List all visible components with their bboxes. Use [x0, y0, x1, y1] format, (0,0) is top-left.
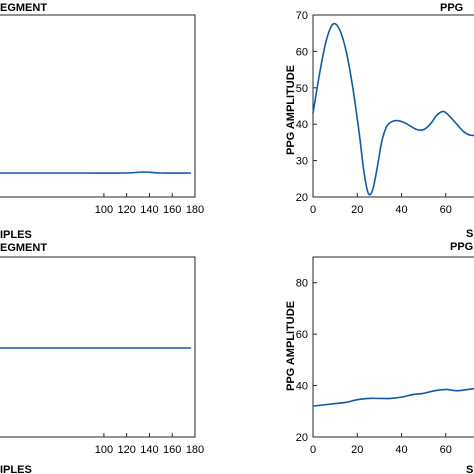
panel-bottom-left: EGMENT 100 120 140 160 180 IPLES	[0, 242, 204, 474]
panel-top-right-ytick-label: 70	[296, 10, 308, 22]
panel-top-right-series-line	[312, 22, 474, 196]
panel-bottom-right-title: PPG	[450, 241, 473, 253]
panel-top-right-xtick-label: 40	[395, 204, 407, 216]
panel-top-right-xtick-label: 0	[310, 204, 316, 216]
panel-bottom-left-xtick-label: 160	[163, 444, 181, 456]
panel-bottom-right-xtick-label: 60	[440, 444, 452, 456]
panel-top-right-ytick-label: 40	[296, 119, 308, 131]
panel-top-left: EGMENT 100 120 140 160 180 IPLES	[0, 2, 204, 241]
panel-bottom-right-xtick-label: 40	[395, 444, 407, 456]
panel-bottom-left-xlabel: IPLES	[0, 464, 32, 474]
panel-top-left-xtick-label: 140	[140, 204, 158, 216]
panel-bottom-right-xtick-label: 20	[351, 444, 363, 456]
panel-bottom-left-xtick-label: 180	[186, 444, 204, 456]
panel-top-left-series-line	[0, 171, 192, 174]
panel-top-left-axes-box	[0, 14, 196, 198]
panel-bottom-right-ytick-label: 60	[296, 329, 308, 341]
panel-bottom-left-title: EGMENT	[0, 242, 47, 254]
panel-top-right-xtick-label: 20	[351, 204, 363, 216]
panel-top-left-title: EGMENT	[0, 2, 47, 14]
panel-top-right-ytick-label: 20	[296, 192, 308, 204]
panel-bottom-left-xtick-label: 120	[117, 444, 135, 456]
panel-bottom-left-xtick-label: 140	[140, 444, 158, 456]
panel-top-right-axes-box	[312, 14, 474, 198]
panel-bottom-right-ytick-label: 20	[296, 432, 308, 444]
panel-top-right-xlabel: S	[466, 228, 473, 240]
panel-bottom-right-ylabel: PPG AMPLITUDE	[285, 301, 297, 391]
panel-top-right-xtick-label: 60	[440, 204, 452, 216]
panel-bottom-right-axes-box	[312, 256, 474, 438]
panel-top-right-title: PPG	[440, 2, 463, 14]
panel-top-left-xlabel: IPLES	[0, 229, 32, 241]
panel-bottom-left-xtick-label: 100	[95, 444, 113, 456]
panel-top-right-ytick-label: 50	[296, 83, 308, 95]
panel-bottom-right-xtick-label: 0	[310, 444, 316, 456]
panel-top-left-xtick-label: 100	[95, 204, 113, 216]
panel-bottom-right-ytick-label: 80	[296, 278, 308, 290]
panel-bottom-right-ytick-label: 40	[296, 381, 308, 393]
panel-bottom-right-series-line	[312, 387, 474, 407]
panel-top-right-ytick-label: 30	[296, 156, 308, 168]
panel-top-left-xtick-label: 180	[186, 204, 204, 216]
panel-top-left-xtick-label: 120	[117, 204, 135, 216]
panel-bottom-left-axes-box	[0, 256, 196, 438]
panel-top-right-ylabel: PPG AMPLITUDE	[285, 65, 297, 155]
panel-top-left-xtick-label: 160	[163, 204, 181, 216]
panel-bottom-right-xlabel: S	[466, 464, 473, 474]
panel-top-right-ytick-label: 60	[296, 46, 308, 58]
